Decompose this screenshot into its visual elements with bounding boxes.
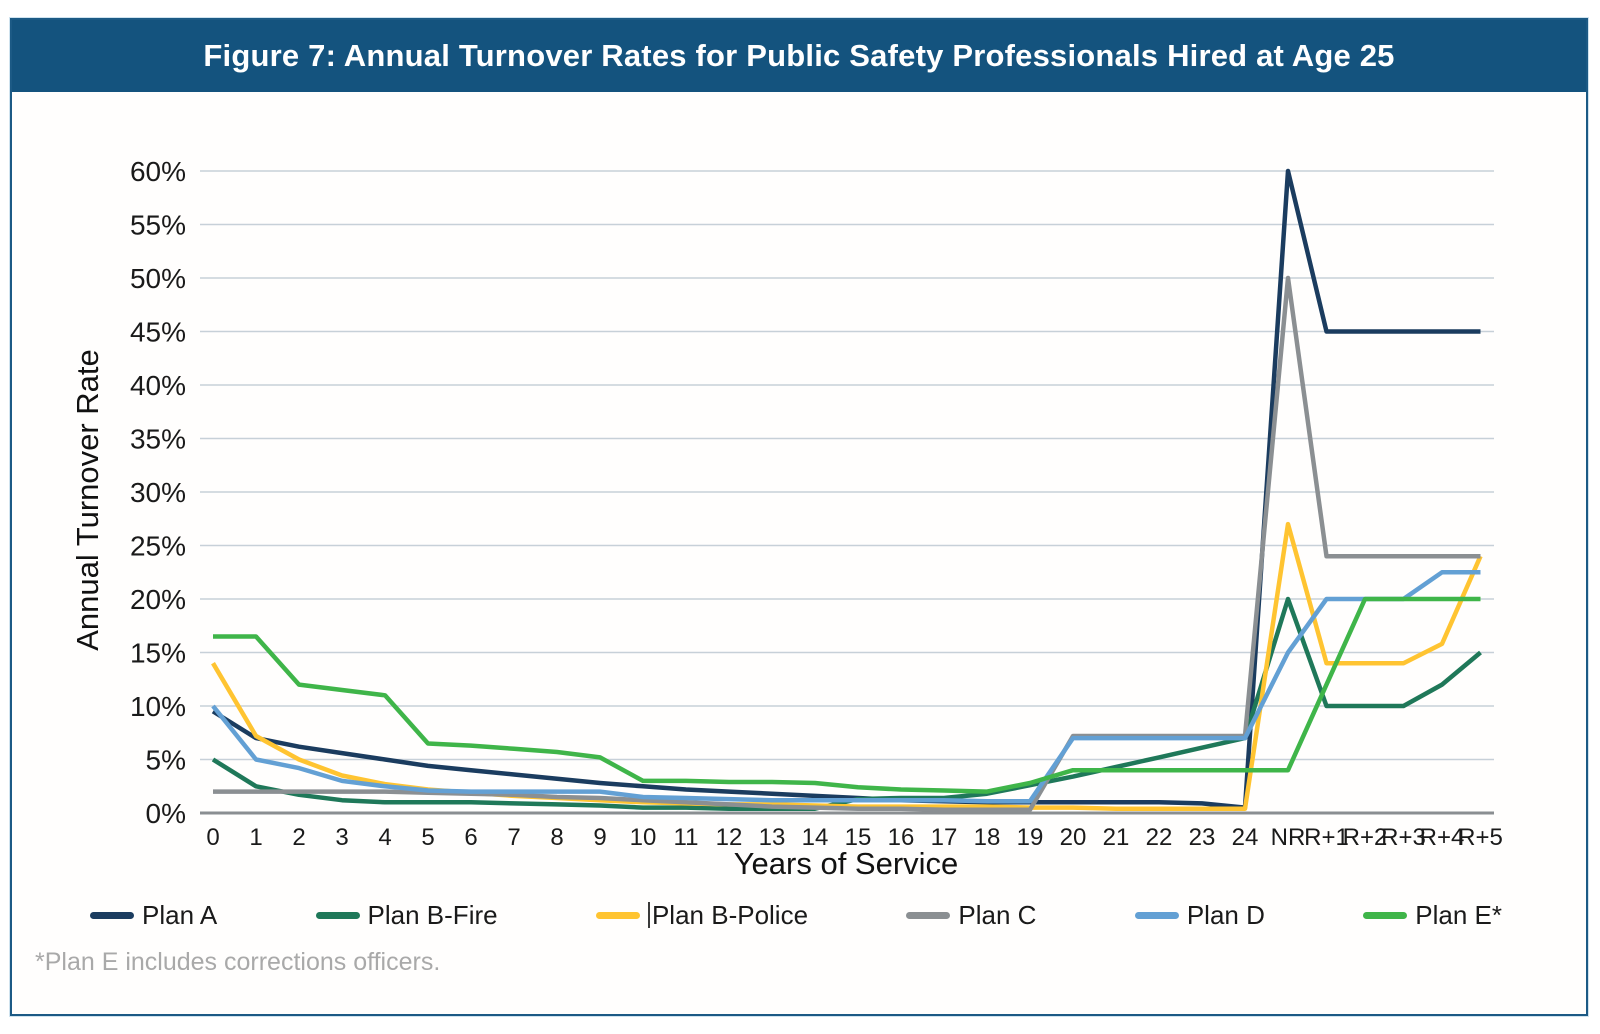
x-tick-labels: 0 1 2 3 4 5 6 7 8 9 10 11 12 13 14 15 16 17 18 19 20 21 22 23 24… [206,824,1503,851]
x-tick-label: NR [1271,824,1306,851]
figure-title-bar: Figure 7: Annual Turnover Rates for Publ… [12,20,1586,92]
footnote: *Plan E includes corrections officers. [35,948,441,976]
x-tick-label: R+4 [1420,824,1465,851]
x-tick-label: 16 [888,824,915,851]
x-tick-label: 14 [802,824,829,851]
y-tick-label: 20% [130,584,186,615]
y-tick-label: 0% [146,798,186,829]
legend-item-plan-c: Plan C [906,900,1036,931]
x-tick-label: 17 [931,824,958,851]
x-tick-label: 5 [421,824,434,851]
x-tick-label: 2 [292,824,305,851]
x-tick-label: 0 [206,824,219,851]
series-line-plan-b-fire [211,596,1482,811]
legend-label: Plan E* [1415,899,1502,930]
x-tick-label: R+3 [1381,824,1426,851]
y-tick-label: 5% [146,745,186,776]
y-tick-labels: 0% 5% 10% 15% 20% 25% 30% 35% 40% 45% 50% 55% 60% [130,156,186,829]
figure-title: Figure 7: Annual Turnover Rates for Publ… [203,38,1395,73]
y-axis-title: Annual Turnover Rate [70,349,105,651]
x-tick-label: 23 [1189,824,1216,851]
legend-swatch-icon [315,911,360,919]
x-tick-label: 3 [335,824,348,851]
x-tick-label: R+2 [1343,824,1388,851]
text-cursor-icon [647,902,650,928]
series-line-plan-a [211,168,1481,810]
x-tick-label: 21 [1103,824,1130,851]
x-tick-label: 8 [550,824,563,851]
legend-item-plan-b-fire: Plan B-Fire [315,899,498,931]
series-line-plan-d [211,570,1481,804]
legend-item-plan-b-police: Plan B-Police [595,899,809,931]
y-gridlines [200,170,1494,815]
legend-swatch-icon [595,911,640,919]
x-tick-label: 20 [1060,824,1087,851]
x-tick-label: 13 [759,824,786,851]
legend-item-plan-a: Plan A [90,900,217,931]
y-tick-label: 25% [130,531,186,562]
y-tick-label: 30% [130,477,186,508]
legend-item-plan-e-: Plan E* [1363,900,1502,931]
legend-label: Plan B-Police [651,899,809,930]
x-tick-label: 15 [845,824,872,851]
y-tick-label: 40% [130,370,186,401]
legend-swatch-icon [90,911,134,919]
legend-label: Plan C [958,899,1037,930]
x-tick-label: R+5 [1458,824,1503,851]
x-tick-label: 18 [974,824,1001,851]
figure-frame: Figure 7: Annual Turnover Rates for Publ… [10,18,1588,1016]
series-line-plan-c [213,275,1481,813]
legend-label: Plan B-Fire [367,899,498,930]
x-tick-label: 9 [593,824,606,851]
y-tick-label: 15% [130,638,186,669]
x-tick-label: 24 [1232,824,1259,851]
y-tick-label: 35% [130,424,186,455]
x-tick-label: 22 [1146,824,1173,851]
x-axis-title: Years of Service [733,846,959,881]
y-tick-label: 45% [130,317,186,348]
x-tick-label: 7 [507,824,520,851]
legend-swatch-icon [1363,911,1408,919]
legend-item-plan-d: Plan D [1134,899,1265,931]
x-tick-label: 6 [464,824,477,851]
chart-legend: Plan A Plan B-Fire Plan B-Police Plan C Plan… [90,893,1502,937]
x-tick-label: 19 [1017,824,1044,851]
x-tick-label: 11 [674,824,699,851]
legend-swatch-icon [1134,911,1179,919]
legend-swatch-icon [906,911,951,919]
x-tick-label: 1 [249,824,262,851]
x-tick-label: 12 [716,824,743,851]
series-line-plan-e- [213,596,1481,794]
y-tick-label: 10% [130,691,186,722]
y-tick-label: 50% [130,263,186,294]
x-tick-label: R+1 [1304,824,1349,851]
series-lines [211,168,1483,813]
y-tick-label: 60% [130,156,186,187]
x-tick-label: 10 [630,824,657,851]
y-tick-label: 55% [130,210,186,241]
x-tick-label: 4 [378,824,391,851]
legend-label: Plan D [1186,899,1265,930]
legend-label: Plan A [142,899,218,930]
